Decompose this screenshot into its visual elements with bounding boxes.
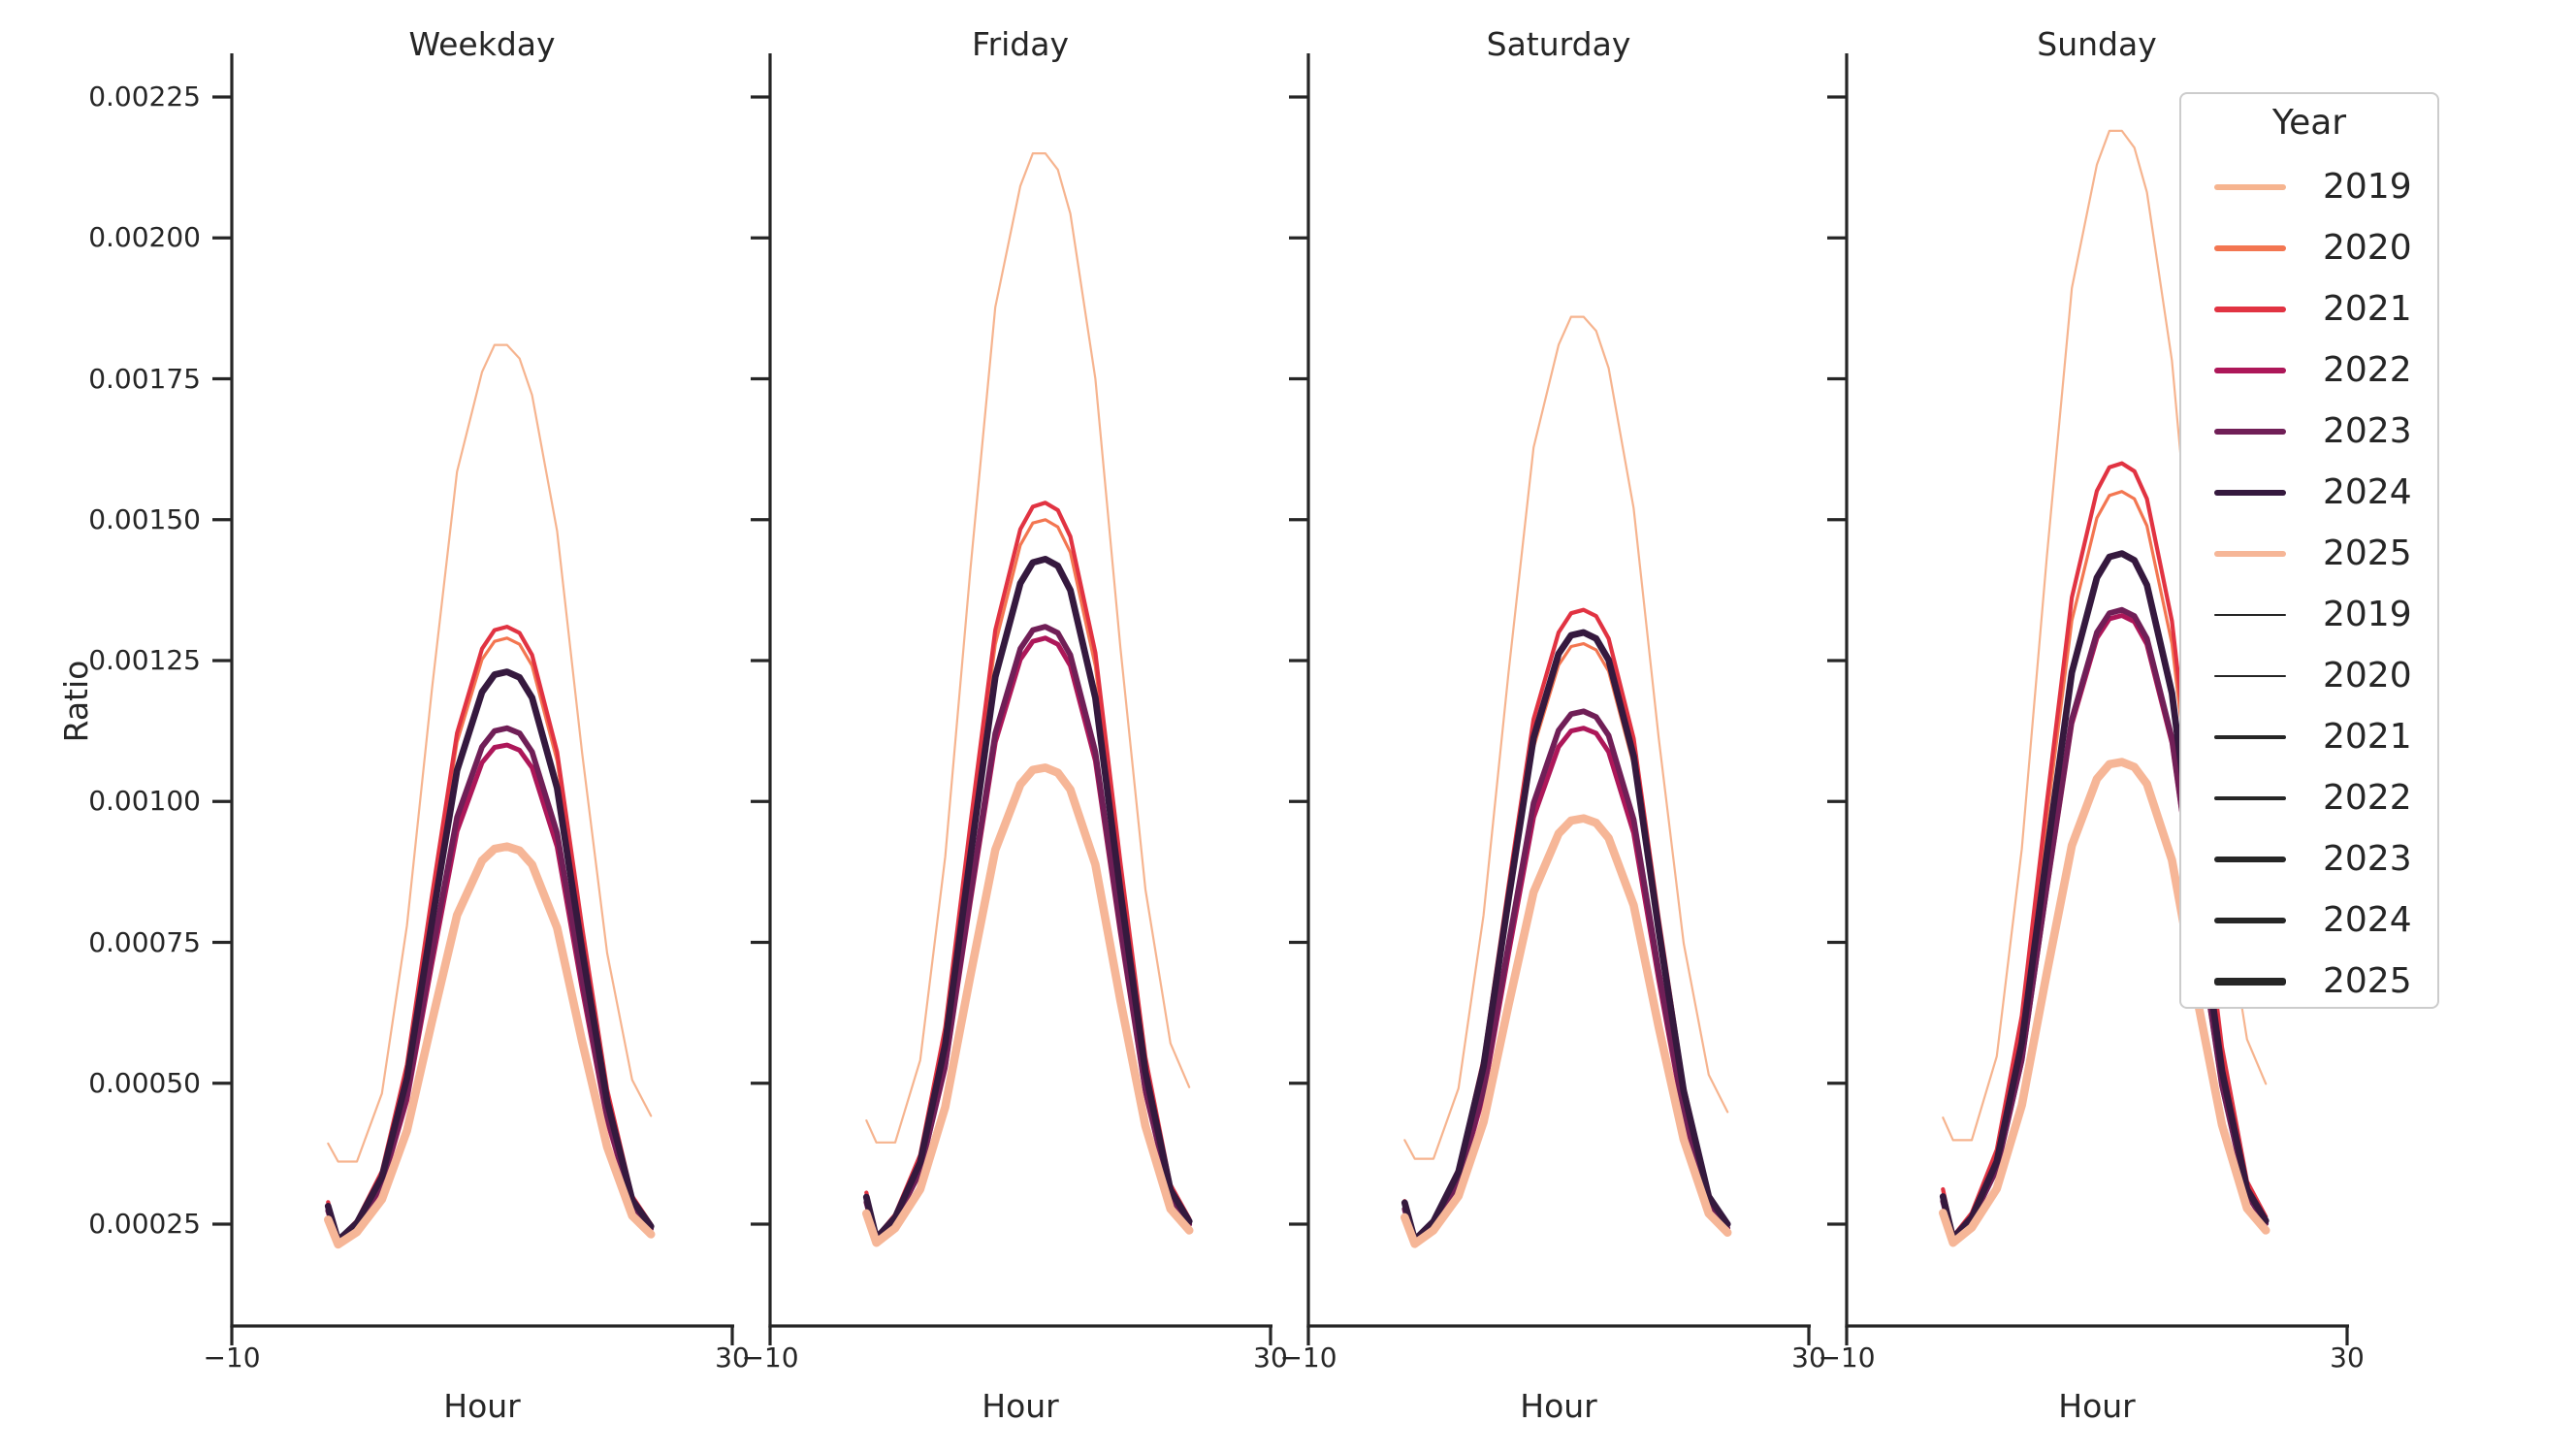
- legend-entry-color-2023: 2023: [2181, 402, 2437, 462]
- legend-entry-size-2022: 2022: [2181, 768, 2437, 828]
- legend-line-swatch: [2214, 368, 2286, 373]
- legend-label: 2025: [2323, 961, 2412, 1001]
- legend-line-swatch: [2214, 184, 2286, 190]
- y-tick-label: 0.00225: [88, 81, 201, 113]
- line-weekday-2025: [323, 842, 656, 1249]
- legend-line-swatch: [2214, 429, 2286, 435]
- x-axis-label-sunday: Hour: [2058, 1387, 2136, 1425]
- y-axis-label: Ratio: [57, 660, 95, 743]
- legend-entry-size-2025: 2025: [2181, 952, 2437, 1012]
- legend-entry-color-2021: 2021: [2181, 279, 2437, 340]
- line-weekday-2022: [325, 742, 654, 1245]
- legend-line-swatch: [2214, 857, 2286, 862]
- legend-label: 2024: [2323, 472, 2412, 512]
- legend-line-swatch: [2214, 551, 2286, 557]
- y-tick-label: 0.00150: [88, 502, 201, 535]
- x-tick-label-min-weekday: −10: [203, 1342, 261, 1374]
- line-friday-2022: [863, 635, 1192, 1243]
- y-tick-label: 0.00125: [88, 644, 201, 676]
- x-tick-label-max-sunday: 30: [2330, 1342, 2365, 1374]
- legend-label: 2019: [2323, 595, 2412, 634]
- legend-entry-size-2023: 2023: [2181, 829, 2437, 889]
- legend-line-swatch: [2214, 490, 2286, 496]
- legend-line-swatch: [2214, 917, 2286, 924]
- x-tick-label-min-sunday: −10: [1818, 1342, 1876, 1374]
- legend-line-swatch: [2214, 245, 2286, 251]
- legend-label: 2021: [2323, 289, 2412, 329]
- legend-entry-color-2022: 2022: [2181, 340, 2437, 401]
- legend-label: 2022: [2323, 350, 2412, 390]
- legend-entry-size-2024: 2024: [2181, 890, 2437, 951]
- legend-entry-color-2019: 2019: [2181, 157, 2437, 217]
- y-tick-label: 0.00175: [88, 362, 201, 395]
- x-axis-label-weekday: Hour: [443, 1387, 521, 1425]
- line-saturday-2020: [1402, 641, 1729, 1242]
- legend-line-swatch: [2214, 674, 2286, 678]
- line-weekday-2024: [324, 668, 655, 1245]
- line-friday-2019: [865, 152, 1191, 1144]
- line-sunday-2025: [1939, 758, 2270, 1247]
- legend-entry-color-2024: 2024: [2181, 463, 2437, 523]
- line-weekday-2019: [327, 343, 653, 1163]
- line-saturday-2022: [1401, 726, 1730, 1245]
- legend-label: 2023: [2323, 411, 2412, 451]
- y-tick-label: 0.00050: [88, 1066, 201, 1099]
- legend-line-swatch: [2214, 735, 2286, 739]
- facet-title-saturday: Saturday: [1486, 25, 1631, 63]
- line-weekday-2023: [325, 725, 655, 1245]
- y-tick-label: 0.00025: [88, 1208, 201, 1240]
- x-tick-label-max-saturday: 30: [1791, 1342, 1826, 1374]
- line-friday-2020: [864, 518, 1191, 1240]
- line-friday-2023: [863, 624, 1193, 1244]
- legend-label: 2025: [2323, 534, 2412, 573]
- legend: Year 2019 2020 2021 2022 2023 2024 2025 2019 202…: [2179, 92, 2439, 1009]
- line-saturday-2024: [1401, 629, 1731, 1244]
- legend-line-swatch: [2214, 977, 2286, 986]
- legend-line-swatch: [2214, 795, 2286, 801]
- y-tick-label: 0.00075: [88, 925, 201, 958]
- line-friday-2025: [861, 763, 1194, 1247]
- y-tick-label: 0.00100: [88, 785, 201, 818]
- legend-line-swatch: [2214, 307, 2286, 312]
- facet-title-sunday: Sunday: [2037, 25, 2157, 63]
- x-tick-label-max-friday: 30: [1253, 1342, 1288, 1374]
- line-saturday-2023: [1401, 708, 1731, 1245]
- x-tick-label-min-saturday: −10: [1279, 1342, 1337, 1374]
- line-friday-2024: [862, 556, 1193, 1242]
- x-tick-label-max-weekday: 30: [715, 1342, 750, 1374]
- legend-entry-color-2020: 2020: [2181, 218, 2437, 278]
- legend-label: 2023: [2323, 839, 2412, 879]
- x-axis-label-saturday: Hour: [1520, 1387, 1597, 1425]
- x-axis-label-friday: Hour: [982, 1387, 1059, 1425]
- y-tick-label: 0.00200: [88, 221, 201, 254]
- facet-title-weekday: Weekday: [408, 25, 556, 63]
- line-saturday-2019: [1403, 315, 1729, 1160]
- line-saturday-2025: [1401, 814, 1732, 1248]
- legend-entry-size-2020: 2020: [2181, 646, 2437, 706]
- legend-label: 2020: [2323, 656, 2412, 695]
- legend-label: 2021: [2323, 717, 2412, 757]
- legend-entry-color-2025: 2025: [2181, 524, 2437, 584]
- legend-label: 2019: [2323, 167, 2412, 207]
- legend-label: 2020: [2323, 228, 2412, 268]
- x-tick-label-min-friday: −10: [741, 1342, 799, 1374]
- line-weekday-2020: [326, 636, 653, 1242]
- line-saturday-2021: [1402, 607, 1730, 1242]
- line-friday-2021: [864, 501, 1192, 1240]
- facet-title-friday: Friday: [971, 25, 1069, 63]
- legend-label: 2022: [2323, 778, 2412, 818]
- legend-line-swatch: [2214, 614, 2286, 616]
- legend-label: 2024: [2323, 900, 2412, 940]
- legend-entry-size-2019: 2019: [2181, 585, 2437, 645]
- legend-entry-size-2021: 2021: [2181, 707, 2437, 767]
- legend-title: Year: [2271, 103, 2347, 143]
- line-weekday-2021: [326, 624, 654, 1243]
